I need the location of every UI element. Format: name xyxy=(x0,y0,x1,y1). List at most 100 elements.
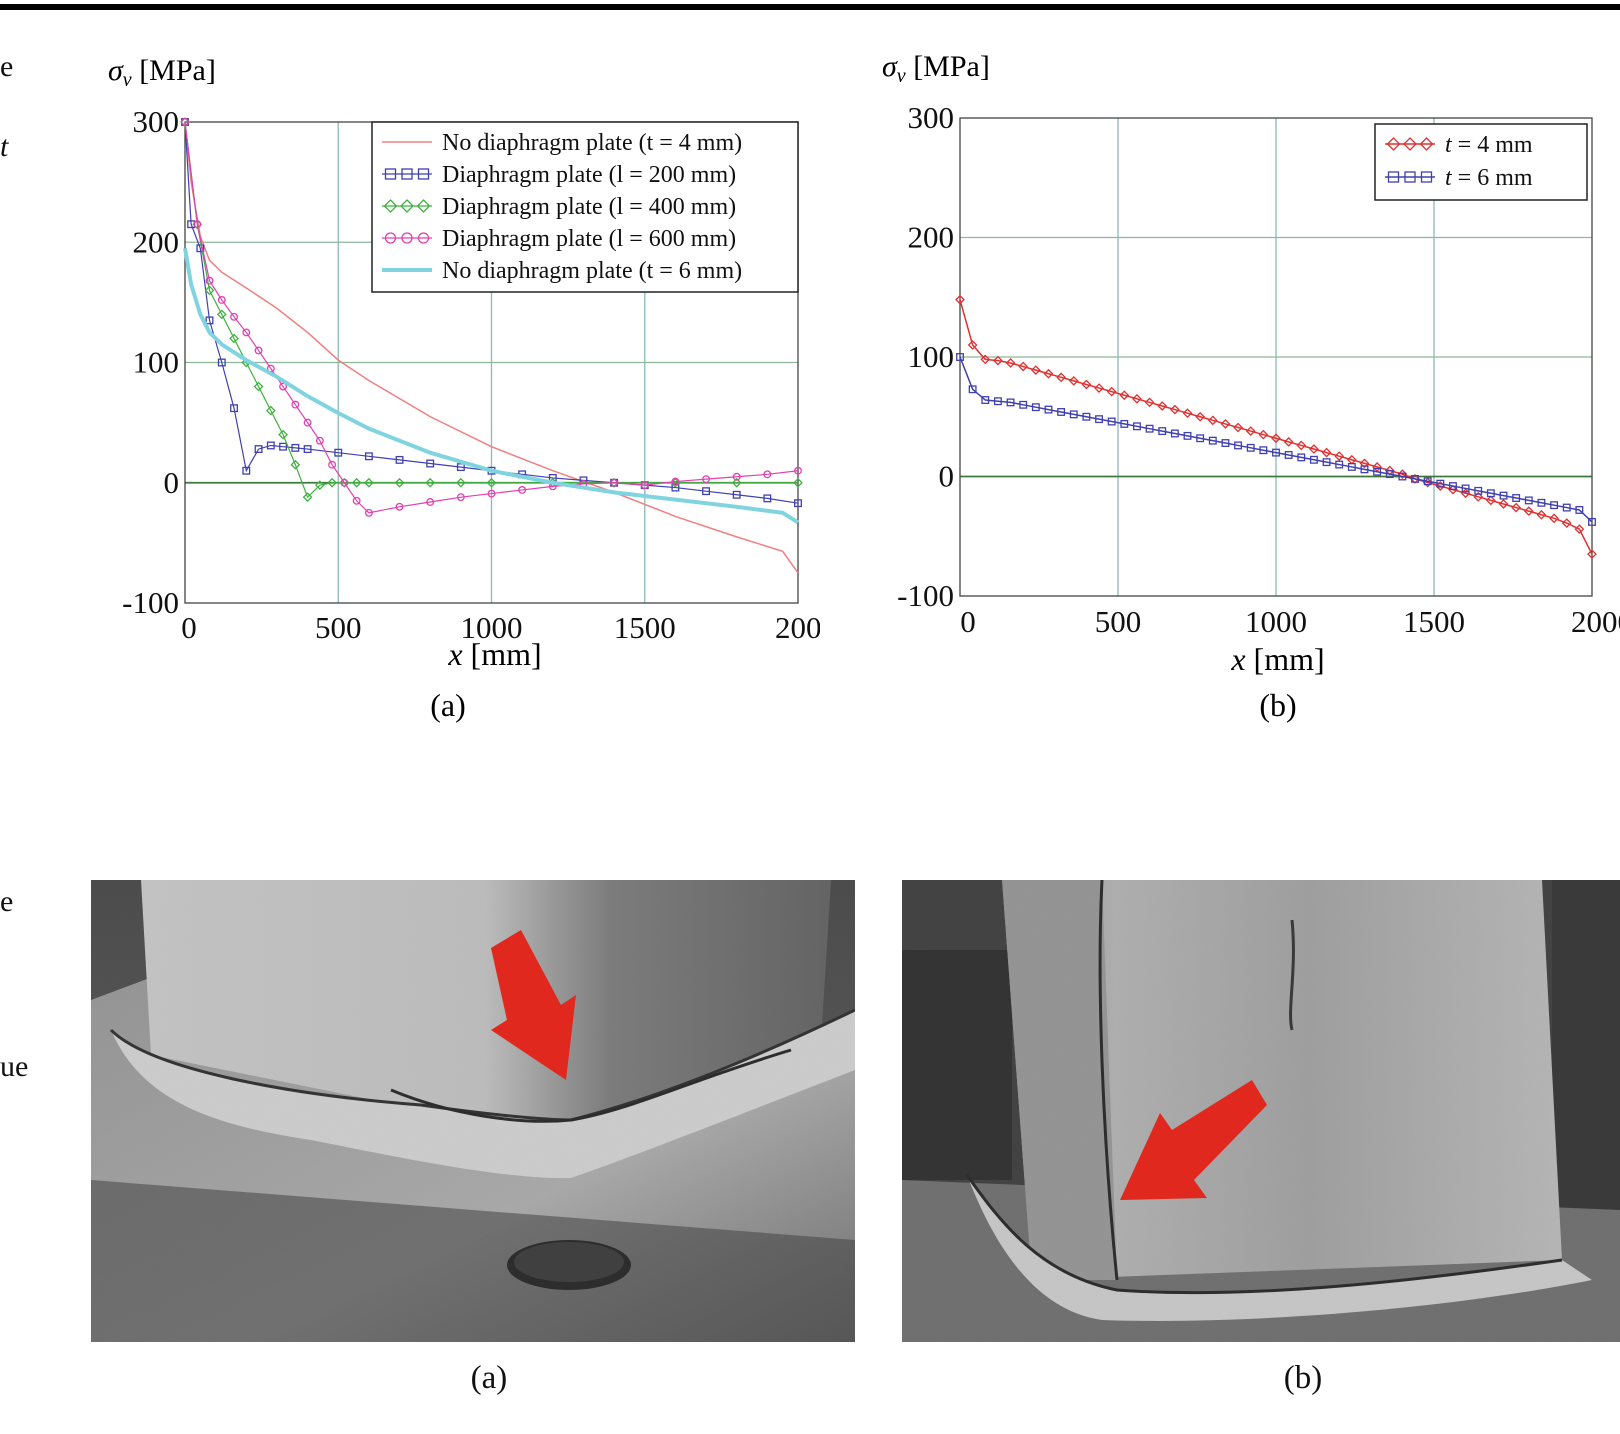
data-point xyxy=(193,220,202,229)
x-tick-label: 1000 xyxy=(461,610,523,645)
data-point xyxy=(352,496,361,505)
data-point xyxy=(302,492,313,503)
data-point xyxy=(1524,496,1533,505)
data-point xyxy=(254,346,263,355)
x-tick-label: 2000 xyxy=(775,610,820,645)
legend-marker xyxy=(401,232,413,244)
photo-b-caption: (b) xyxy=(1283,1360,1323,1396)
data-point xyxy=(1031,403,1040,412)
legend-marker xyxy=(384,168,397,180)
data-point xyxy=(1107,417,1116,426)
data-point xyxy=(1284,451,1293,459)
data-point xyxy=(1044,405,1053,414)
data-point xyxy=(763,470,772,479)
data-point xyxy=(1157,401,1168,411)
series-line xyxy=(959,356,1593,523)
data-point xyxy=(1575,506,1584,514)
data-point xyxy=(204,285,215,296)
data-point xyxy=(217,358,226,367)
data-point xyxy=(1195,411,1206,422)
data-point xyxy=(1549,513,1559,524)
x-tick-label: 2000 xyxy=(1571,604,1620,639)
data-point xyxy=(967,340,978,350)
data-point xyxy=(1094,383,1104,393)
legend-entry-label: No diaphragm plate (t = 4 mm) xyxy=(442,130,742,156)
legend-entry-label: No diaphragm plate (t = 6 mm) xyxy=(442,258,742,284)
data-point xyxy=(217,296,226,304)
data-point xyxy=(1448,484,1458,495)
margin-text-fragment: e xyxy=(0,885,14,918)
data-point xyxy=(1473,491,1484,502)
data-point xyxy=(1272,448,1280,457)
data-point xyxy=(315,436,324,445)
data-point xyxy=(1511,502,1522,513)
data-point xyxy=(1574,524,1585,534)
data-point xyxy=(610,478,619,487)
data-point xyxy=(1474,486,1483,495)
data-point xyxy=(1271,433,1281,444)
data-point xyxy=(981,396,990,404)
data-point xyxy=(266,441,275,450)
data-point xyxy=(732,490,741,499)
data-point xyxy=(303,418,312,427)
data-point xyxy=(968,385,977,394)
x-tick-label: 500 xyxy=(315,610,362,645)
legend-marker xyxy=(1386,137,1401,151)
data-point xyxy=(230,404,238,413)
data-point xyxy=(314,480,325,491)
data-point xyxy=(1588,517,1596,526)
data-point xyxy=(487,489,496,498)
x-tick-label: 1000 xyxy=(1245,604,1307,639)
data-point xyxy=(1183,431,1192,440)
y-tick-label: 300 xyxy=(908,100,955,135)
data-point xyxy=(340,478,349,487)
chart-b: σv [MPa] x [mm] (b) 0500100015002000-100… xyxy=(882,50,1620,723)
data-point xyxy=(1321,447,1332,458)
data-point xyxy=(394,477,405,488)
data-point xyxy=(1523,506,1534,517)
data-point xyxy=(1132,393,1142,404)
legend-marker xyxy=(1404,171,1416,183)
data-point xyxy=(242,328,251,337)
chart-b-xlabel: x [mm] xyxy=(1230,641,1324,677)
y-tick-label: 100 xyxy=(133,345,180,380)
data-point xyxy=(456,493,465,502)
legend-marker xyxy=(417,232,430,244)
legend-box xyxy=(371,121,799,293)
data-point xyxy=(328,460,337,469)
margin-text-fragment: e xyxy=(0,50,14,83)
data-point xyxy=(426,459,435,468)
legend-marker xyxy=(1420,171,1433,183)
data-point xyxy=(278,429,288,440)
data-point xyxy=(1372,462,1382,472)
data-point xyxy=(303,445,312,454)
data-point xyxy=(1144,397,1155,408)
data-point xyxy=(395,455,404,464)
data-point xyxy=(1537,498,1546,507)
data-point xyxy=(1170,429,1179,438)
data-point xyxy=(1005,358,1016,368)
data-point xyxy=(196,244,205,253)
data-point xyxy=(455,477,466,488)
data-point xyxy=(1335,460,1344,469)
data-point xyxy=(1133,422,1141,431)
data-point xyxy=(1208,436,1217,445)
data-point xyxy=(364,452,373,461)
data-point xyxy=(1258,429,1269,440)
legend-entry-label: Diaphragm plate (l = 400 mm) xyxy=(442,194,736,220)
data-point xyxy=(1120,419,1129,428)
y-tick-label: 200 xyxy=(908,220,955,255)
data-point xyxy=(980,354,991,365)
data-point xyxy=(334,448,343,457)
data-point xyxy=(1082,412,1091,421)
data-point xyxy=(1170,404,1180,415)
data-point xyxy=(279,442,288,451)
data-point xyxy=(1359,458,1370,469)
data-point xyxy=(1296,440,1307,451)
x-tick-label: 0 xyxy=(181,610,197,645)
chart-a: σv [MPa] x [mm] (a) 0500100015002000-100… xyxy=(108,54,820,723)
data-point xyxy=(702,475,710,484)
data-point xyxy=(1550,501,1559,510)
data-point xyxy=(1245,426,1256,436)
data-point xyxy=(291,443,300,452)
